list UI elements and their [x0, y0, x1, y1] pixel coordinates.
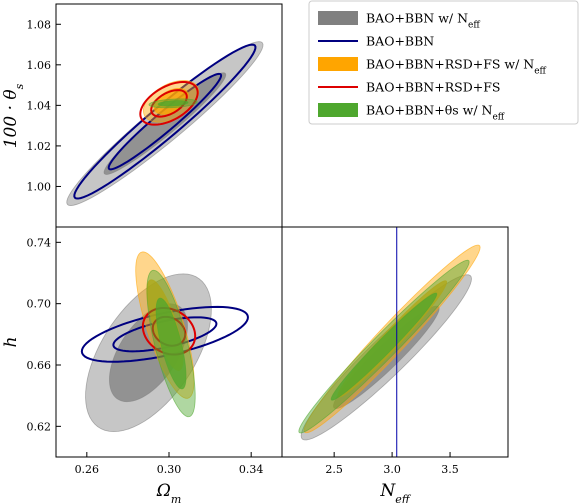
y-tick-label: 1.04 [27, 99, 52, 112]
legend-label: BAO+BBN [366, 34, 434, 49]
legend-label: BAO+BBN w/ Neff [366, 11, 480, 31]
contour-1sigma-4ea72e [330, 292, 438, 401]
legend-swatch [318, 11, 358, 25]
legend-label: BAO+BBN+RSD+FS [366, 80, 500, 95]
x-tick-label: 0.30 [157, 463, 182, 476]
y-tick-label: 0.74 [27, 236, 52, 249]
x-tick-label: 3.5 [441, 463, 459, 476]
contour-1sigma-dd0000 [150, 89, 188, 118]
legend: BAO+BBN w/ Neff BAO+BBN BAO+BBN+RSD+FS w/ … [308, 0, 579, 125]
contour-2sigma-000080 [80, 305, 249, 363]
contour-1sigma-4ea72e [157, 100, 189, 107]
contour-2sigma-000080 [73, 43, 257, 200]
contour-1sigma-4ea72e [155, 297, 187, 390]
legend-swatch [318, 103, 358, 117]
y-axis-label-h: h [1, 337, 21, 348]
legend-label: BAO+BBN+RSD+FS w/ Neff [366, 57, 547, 77]
y-tick-label: 0.70 [27, 298, 52, 311]
legend-frame [308, 0, 579, 125]
x-tick-label: 3.0 [383, 463, 401, 476]
x-tick-label: 0.34 [239, 463, 264, 476]
y-tick-label: 0.62 [27, 420, 52, 433]
legend-swatch [318, 57, 358, 71]
y-tick-label: 1.06 [27, 59, 52, 72]
panel-omegam-theta: 1.00 1.02 1.04 1.06 1.08 [27, 3, 283, 228]
panel-omegam-h: 0.26 0.30 0.34 0.62 0.66 0.70 0.74 [27, 226, 283, 476]
y-axis-label-theta-s: 100 · θs [1, 83, 26, 148]
x-axis-label-omega-m: Ωm [156, 481, 182, 503]
y-tick-label: 0.66 [27, 359, 52, 372]
y-tick-label: 1.08 [27, 18, 52, 31]
legend-label: BAO+BBN+θs w/ Neff [366, 103, 505, 123]
panel-neff-h: 2.5 3.0 3.5 [281, 226, 509, 476]
x-tick-label: 2.5 [325, 463, 343, 476]
y-tick-label: 1.02 [27, 140, 52, 153]
contour-2sigma-dd0000 [139, 81, 199, 126]
x-axis-label-n-eff: Neff [379, 481, 411, 503]
x-tick-label: 0.26 [75, 463, 100, 476]
y-tick-label: 1.00 [27, 180, 52, 193]
